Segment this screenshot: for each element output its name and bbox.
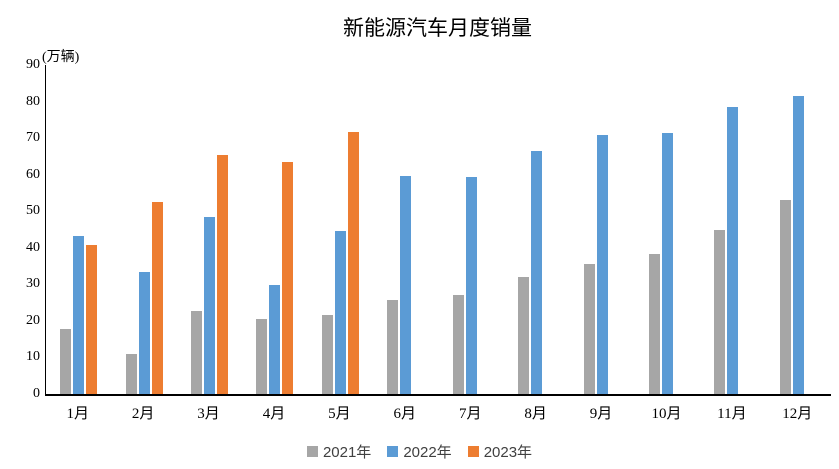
x-tick-label-m8: 8月 (524, 406, 547, 422)
bar-2023-m5 (347, 131, 359, 394)
x-tick-label-m4: 4月 (262, 406, 286, 422)
bar-2023-m2 (151, 202, 163, 394)
bar-group-m5 (308, 65, 373, 394)
legend-swatch-2023-icon (467, 446, 479, 457)
bar-2023-m4 (282, 161, 294, 394)
bar-2021-m3 (191, 311, 203, 394)
legend-label-2022: 2022年 (403, 444, 452, 461)
y-tick-label-70: 70 (26, 130, 40, 146)
bar-2021-m9 (583, 263, 595, 394)
legend-item-2021: 2021年 (306, 441, 372, 462)
bar-group-m2 (111, 65, 176, 394)
y-tick-label-80: 80 (26, 93, 40, 109)
bar-2021-m10 (648, 254, 660, 394)
x-tick-label-m11: 11月 (717, 406, 747, 422)
bar-2023-m3 (217, 155, 229, 394)
y-tick-label-20: 20 (26, 312, 40, 328)
legend-swatch-2021-icon (306, 446, 318, 457)
bar-2022-m4 (269, 284, 281, 394)
chart-title: 新能源汽车月度销量 (343, 16, 532, 40)
legend: 2021年 2022年 2023年 (0, 441, 839, 462)
x-tick-label-m9: 9月 (589, 406, 613, 422)
y-tick-label-90: 90 (26, 57, 40, 72)
legend-item-2022: 2022年 (387, 441, 452, 462)
bar-2021-m11 (714, 229, 726, 394)
y-tick-label-0: 0 (33, 386, 40, 401)
plot-area (45, 65, 831, 396)
bar-group-m6 (373, 65, 438, 394)
bar-group-m1 (46, 65, 111, 394)
bar-2022-m7 (465, 177, 477, 394)
legend-swatch-2022-icon (387, 446, 399, 457)
bar-2021-m12 (779, 199, 791, 394)
bar-2021-m5 (321, 314, 333, 394)
bar-2022-m10 (661, 133, 673, 394)
bar-2022-m11 (727, 106, 739, 394)
bar-2021-m7 (452, 294, 464, 394)
bar-2022-m3 (204, 217, 216, 394)
bar-2021-m2 (125, 353, 137, 394)
bar-2022-m2 (138, 271, 150, 394)
bar-group-m7 (439, 65, 504, 394)
bar-2021-m6 (387, 300, 399, 394)
y-axis-unit-label: (万辆) (42, 50, 80, 65)
bar-2022-m1 (73, 236, 85, 394)
bar-group-m10 (635, 65, 700, 394)
x-tick-label-m10: 10月 (651, 406, 682, 422)
bar-group-m11 (700, 65, 765, 394)
x-tick-label-m1: 1月 (66, 406, 89, 422)
bar-2023-m1 (86, 244, 98, 394)
bar-2022-m12 (792, 96, 804, 394)
legend-label-2021: 2021年 (322, 444, 372, 461)
x-tick-label-m12: 12月 (782, 406, 813, 422)
bar-2021-m1 (60, 328, 72, 394)
x-tick-label-m2: 2月 (131, 406, 155, 422)
y-tick-label-50: 50 (26, 203, 40, 219)
y-tick-label-60: 60 (26, 166, 40, 182)
bar-2021-m8 (518, 276, 530, 394)
y-tick-label-10: 10 (26, 349, 40, 365)
legend-item-2023: 2023年 (467, 441, 533, 462)
legend-label-2023: 2023年 (483, 444, 533, 461)
bar-group-m9 (569, 65, 634, 394)
bar-2021-m4 (256, 318, 268, 394)
bar-group-m12 (766, 65, 831, 394)
x-tick-label-m6: 6月 (393, 406, 417, 422)
bar-2022-m8 (531, 150, 543, 394)
x-tick-label-m7: 7月 (458, 406, 482, 422)
x-tick-label-m3: 3月 (197, 406, 220, 422)
bar-2022-m9 (596, 135, 608, 394)
bar-group-m4 (242, 65, 307, 394)
bar-2022-m6 (400, 176, 412, 394)
bar-2022-m5 (334, 230, 346, 394)
bar-group-m8 (504, 65, 569, 394)
y-tick-label-40: 40 (26, 239, 40, 255)
x-tick-label-m5: 5月 (328, 406, 351, 422)
y-tick-label-30: 30 (26, 276, 40, 292)
bar-group-m3 (177, 65, 242, 394)
